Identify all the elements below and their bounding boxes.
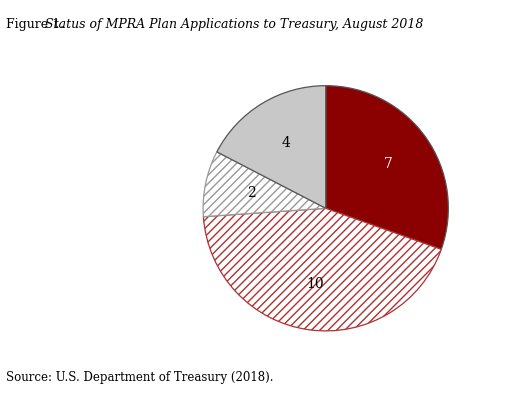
Wedge shape [203,152,326,217]
Text: 10: 10 [307,277,324,290]
Wedge shape [217,86,326,208]
Wedge shape [204,208,441,331]
Text: Source: U.S. Department of Treasury (2018).: Source: U.S. Department of Treasury (201… [6,371,274,384]
Text: Status of MPRA Plan Applications to Treasury, August 2018: Status of MPRA Plan Applications to Trea… [41,18,424,31]
Text: 4: 4 [282,136,291,151]
Text: 2: 2 [247,186,256,200]
Text: Figure 1.: Figure 1. [6,18,64,31]
Text: 7: 7 [383,158,392,171]
Wedge shape [326,86,448,249]
